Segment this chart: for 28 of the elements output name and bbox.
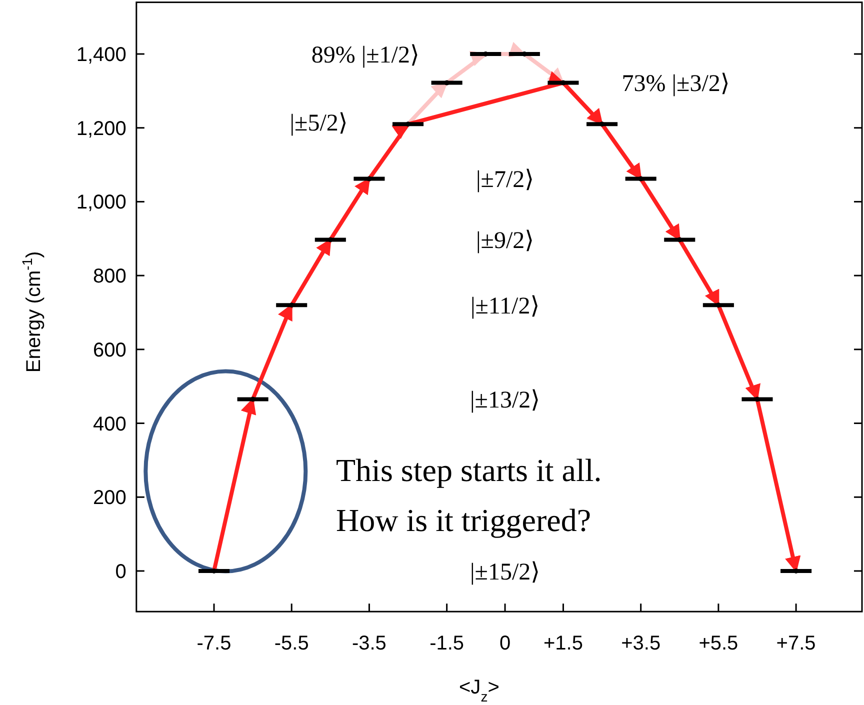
- annotation: 73% |±3/2⟩: [622, 71, 730, 98]
- annotation: |±11/2⟩: [470, 294, 540, 320]
- x-tick-label: +1.5: [543, 632, 583, 655]
- x-tick-label: +5.5: [698, 632, 738, 655]
- x-tick-label: 0: [499, 632, 511, 655]
- x-axis-title: <J$_{z}$>: [459, 676, 500, 705]
- y-tick-label: 600: [93, 339, 126, 362]
- y-tick-label: 1,400: [76, 44, 126, 66]
- annotation: |±9/2⟩: [476, 228, 534, 254]
- annotation: |±13/2⟩: [470, 388, 540, 414]
- annotation: This step starts it all.: [336, 452, 602, 488]
- x-tick-label: +3.5: [621, 632, 661, 655]
- x-tick-label: +7.5: [776, 632, 816, 655]
- x-tick-label: -1.5: [430, 632, 464, 655]
- annotation: |±15/2⟩: [470, 559, 540, 586]
- annotation: 89% |±1/2⟩: [311, 42, 420, 68]
- y-tick-label: 0: [115, 560, 126, 583]
- x-tick-label: -3.5: [352, 632, 386, 655]
- y-tick-label: 1,000: [76, 192, 126, 214]
- y-tick-label: 1,200: [76, 118, 126, 140]
- y-tick-label: 800: [93, 266, 126, 288]
- annotation: |±5/2⟩: [290, 110, 348, 137]
- x-tick-label: -7.5: [196, 632, 232, 655]
- y-tick-label: 200: [93, 487, 126, 510]
- y-tick-label: 400: [93, 413, 126, 436]
- x-tick-label: -5.5: [274, 632, 309, 655]
- annotation: How is it triggered?: [336, 502, 592, 538]
- annotation: |±7/2⟩: [476, 167, 534, 194]
